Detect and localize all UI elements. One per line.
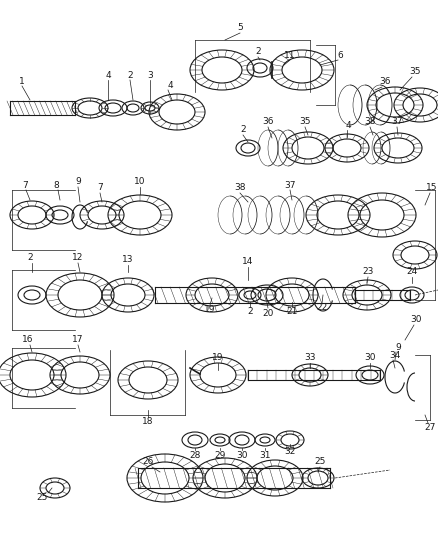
Text: 19: 19 [204,305,216,314]
Text: 2: 2 [240,125,246,134]
Text: 36: 36 [379,77,391,86]
Text: 1: 1 [19,77,25,86]
Text: 16: 16 [22,335,34,344]
Text: 4: 4 [167,80,173,90]
Text: 8: 8 [53,181,59,190]
Text: 9: 9 [395,343,401,352]
Text: 12: 12 [72,254,84,262]
Text: 33: 33 [304,353,316,362]
Text: 5: 5 [237,23,243,33]
Text: 2: 2 [127,70,133,79]
Text: 2: 2 [247,308,253,317]
Text: 38: 38 [364,117,376,126]
Text: 13: 13 [122,255,134,264]
Text: 4: 4 [345,120,351,130]
Text: 32: 32 [284,448,296,456]
Text: 4: 4 [105,70,111,79]
Text: 9: 9 [75,177,81,187]
Text: 30: 30 [364,353,376,362]
Text: 24: 24 [406,268,417,277]
Text: 2: 2 [255,47,261,56]
Text: 10: 10 [134,177,146,187]
Text: 7: 7 [97,183,103,192]
Text: 3: 3 [147,70,153,79]
Text: 20: 20 [262,309,274,318]
Text: 15: 15 [426,183,438,192]
Text: 28: 28 [189,450,201,459]
Text: 17: 17 [72,335,84,344]
Text: 34: 34 [389,351,401,359]
Text: 37: 37 [284,181,296,190]
Text: 35: 35 [409,68,421,77]
Text: 29: 29 [214,450,226,459]
Text: 19: 19 [212,353,224,362]
Text: 27: 27 [424,424,436,432]
Text: 30: 30 [236,450,248,459]
Text: 18: 18 [142,417,154,426]
Text: 2: 2 [27,254,33,262]
Text: 21: 21 [286,308,298,317]
Text: 11: 11 [284,51,296,60]
Text: 6: 6 [337,51,343,60]
Text: 23: 23 [362,268,374,277]
Text: 31: 31 [259,450,271,459]
Text: 37: 37 [391,117,403,126]
Text: 14: 14 [242,257,254,266]
Text: 25: 25 [314,457,326,466]
Text: 7: 7 [22,181,28,190]
Text: 25: 25 [36,494,48,503]
Text: 38: 38 [234,183,246,192]
Text: 36: 36 [262,117,274,126]
Text: 35: 35 [299,117,311,126]
Text: 30: 30 [410,316,422,325]
Text: 22: 22 [316,303,328,312]
Text: 26: 26 [142,457,154,466]
